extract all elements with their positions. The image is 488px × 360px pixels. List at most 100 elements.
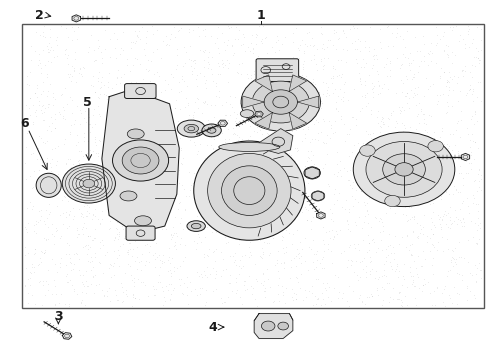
Point (432, 60, 440, 66)
Point (468, 40, 475, 46)
Point (287, 257, 295, 263)
Point (333, 36, 341, 42)
Point (401, 204, 408, 210)
Point (229, 131, 237, 137)
Point (321, 215, 328, 221)
Point (123, 170, 131, 176)
Point (123, 94, 131, 100)
Point (191, 180, 199, 186)
Point (466, 160, 474, 166)
Point (289, 30, 297, 36)
Point (95, 69, 102, 75)
Point (355, 76, 363, 81)
Point (408, 57, 416, 63)
Point (332, 73, 340, 79)
Point (308, 136, 316, 142)
Point (185, 137, 193, 143)
Point (87, 124, 95, 130)
Point (108, 181, 116, 187)
Point (372, 285, 380, 291)
Point (69, 172, 77, 177)
Point (74, 24, 81, 30)
Point (392, 264, 400, 269)
Point (208, 54, 216, 60)
Point (138, 251, 146, 256)
Point (102, 168, 109, 174)
Point (469, 179, 477, 184)
Point (156, 279, 164, 285)
Point (277, 99, 285, 104)
Point (335, 167, 343, 172)
Point (402, 28, 410, 34)
Point (75, 172, 83, 177)
Point (232, 132, 240, 138)
Point (94, 111, 102, 117)
Point (263, 130, 271, 136)
Point (126, 211, 134, 217)
Point (222, 266, 229, 272)
Text: 4: 4 (208, 321, 217, 334)
Point (150, 235, 158, 241)
Point (376, 39, 384, 45)
Point (113, 297, 121, 303)
Point (290, 290, 298, 296)
Point (329, 285, 337, 291)
Point (193, 148, 201, 154)
Point (84, 233, 92, 239)
Point (258, 164, 265, 170)
Point (51, 179, 59, 185)
Point (373, 57, 381, 62)
Point (458, 198, 466, 204)
Point (90, 235, 98, 241)
Point (123, 56, 131, 62)
Point (207, 181, 215, 186)
Point (120, 210, 127, 216)
Point (378, 176, 386, 181)
Point (251, 213, 259, 219)
Point (95, 43, 102, 49)
Point (433, 194, 441, 200)
Point (132, 199, 140, 205)
Point (83, 49, 91, 55)
Point (405, 105, 412, 111)
Point (258, 120, 265, 126)
Point (311, 81, 319, 87)
Point (22, 226, 30, 231)
Point (344, 209, 352, 215)
Point (83, 202, 91, 208)
Point (410, 92, 418, 98)
Point (413, 69, 421, 75)
Point (152, 123, 160, 129)
Point (58, 198, 66, 203)
Point (203, 252, 211, 258)
Point (446, 74, 453, 80)
Point (32, 113, 40, 119)
Point (385, 231, 392, 237)
Point (287, 294, 295, 300)
Point (455, 239, 463, 245)
Point (36, 279, 43, 284)
Point (234, 203, 242, 209)
Point (252, 59, 260, 65)
Point (420, 256, 427, 262)
Point (422, 183, 430, 189)
Point (265, 215, 273, 220)
Point (372, 185, 380, 191)
Point (294, 148, 302, 153)
Point (189, 217, 197, 223)
Point (262, 103, 269, 109)
Point (30, 222, 38, 228)
Point (145, 224, 153, 229)
Point (280, 134, 287, 139)
Point (370, 275, 378, 281)
Point (251, 276, 259, 282)
Point (103, 124, 111, 130)
Point (290, 104, 298, 110)
Point (190, 130, 198, 136)
Point (41, 292, 49, 297)
Point (147, 152, 155, 158)
Point (44, 49, 52, 55)
Point (425, 290, 433, 296)
Point (299, 170, 307, 175)
Point (256, 253, 264, 258)
